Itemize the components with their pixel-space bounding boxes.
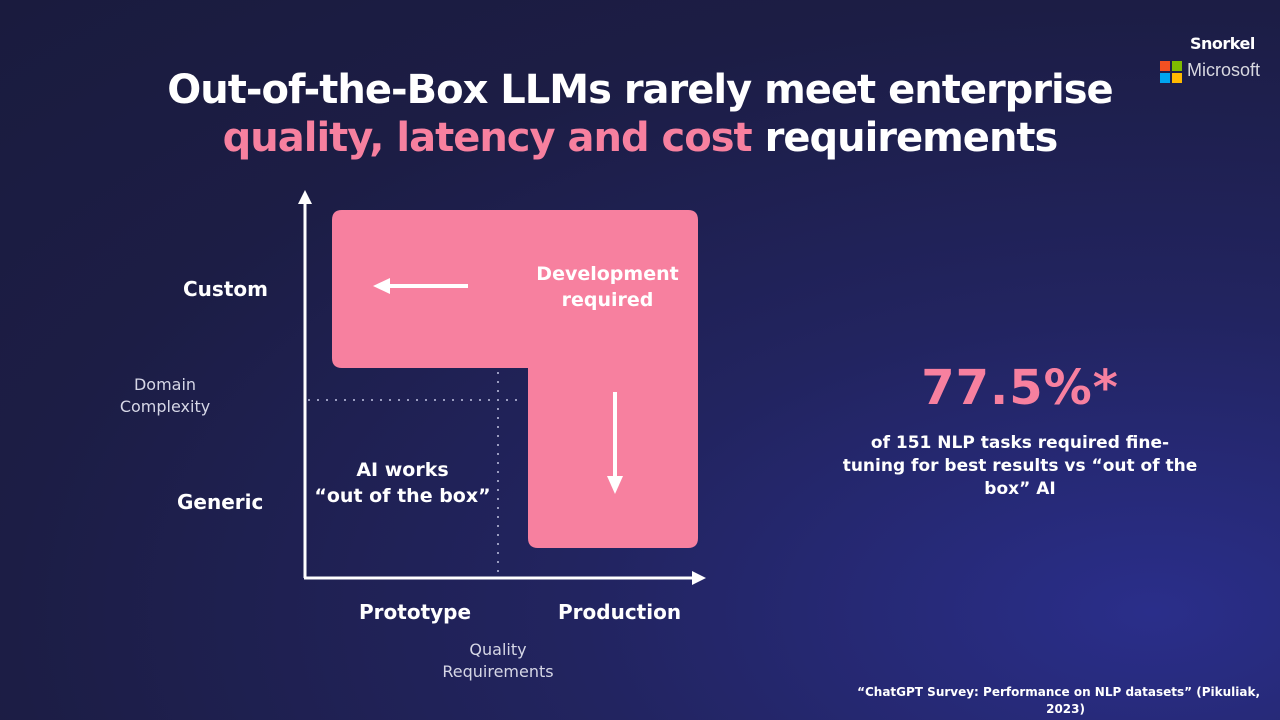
ootb-label-line: “out of the box” xyxy=(314,485,491,507)
stat-description-line: tuning for best results vs “out of the xyxy=(842,456,1198,476)
ootb-label-line: AI works xyxy=(356,459,449,481)
dev-label-line: required xyxy=(561,289,654,311)
development-required-label: Development required xyxy=(520,261,695,313)
y-axis-title-line: Complexity xyxy=(119,397,211,416)
title-rest: requirements xyxy=(751,115,1059,161)
stat-value: 77.5%* xyxy=(921,360,1119,416)
microsoft-logo-text: Microsoft xyxy=(1187,60,1261,80)
development-required-region xyxy=(332,210,698,548)
left-arrow-icon xyxy=(373,278,390,294)
y-axis-label-custom: Custom xyxy=(183,277,268,301)
y-axis-arrowhead-icon xyxy=(298,190,312,204)
y-axis-label-generic: Generic xyxy=(177,490,264,514)
x-axis-label-prototype: Prototype xyxy=(359,600,472,624)
title-highlight: quality, latency and cost xyxy=(222,115,753,161)
microsoft-logo-icon xyxy=(1160,61,1182,83)
stat-description-line: of 151 NLP tasks required fine- xyxy=(870,433,1170,453)
stat-description-line: box” AI xyxy=(984,479,1056,499)
citation-line: “ChatGPT Survey: Performance on NLP data… xyxy=(857,685,1260,699)
slide-title-line-2: quality, latency and cost requirements xyxy=(0,114,1280,162)
y-axis-title-line: Domain xyxy=(133,375,197,394)
x-axis-title-line: Quality xyxy=(469,640,527,659)
x-axis-title: Quality Requirements xyxy=(428,639,568,683)
citation-line: 2023) xyxy=(1046,702,1085,716)
dev-label-line: Development xyxy=(536,263,679,285)
stat-description: of 151 NLP tasks required fine- tuning f… xyxy=(840,432,1200,501)
down-arrow-icon xyxy=(607,476,623,494)
snorkel-logo: Snorkel xyxy=(1190,34,1255,53)
x-axis-title-line: Requirements xyxy=(442,662,554,681)
slide-title-line-1: Out-of-the-Box LLMs rarely meet enterpri… xyxy=(167,67,1113,113)
citation: “ChatGPT Survey: Performance on NLP data… xyxy=(830,684,1260,718)
y-axis-title: Domain Complexity xyxy=(105,374,225,418)
x-axis-label-production: Production xyxy=(558,600,682,624)
out-of-box-label: AI works “out of the box” xyxy=(310,457,495,509)
x-axis-arrowhead-icon xyxy=(692,571,706,585)
